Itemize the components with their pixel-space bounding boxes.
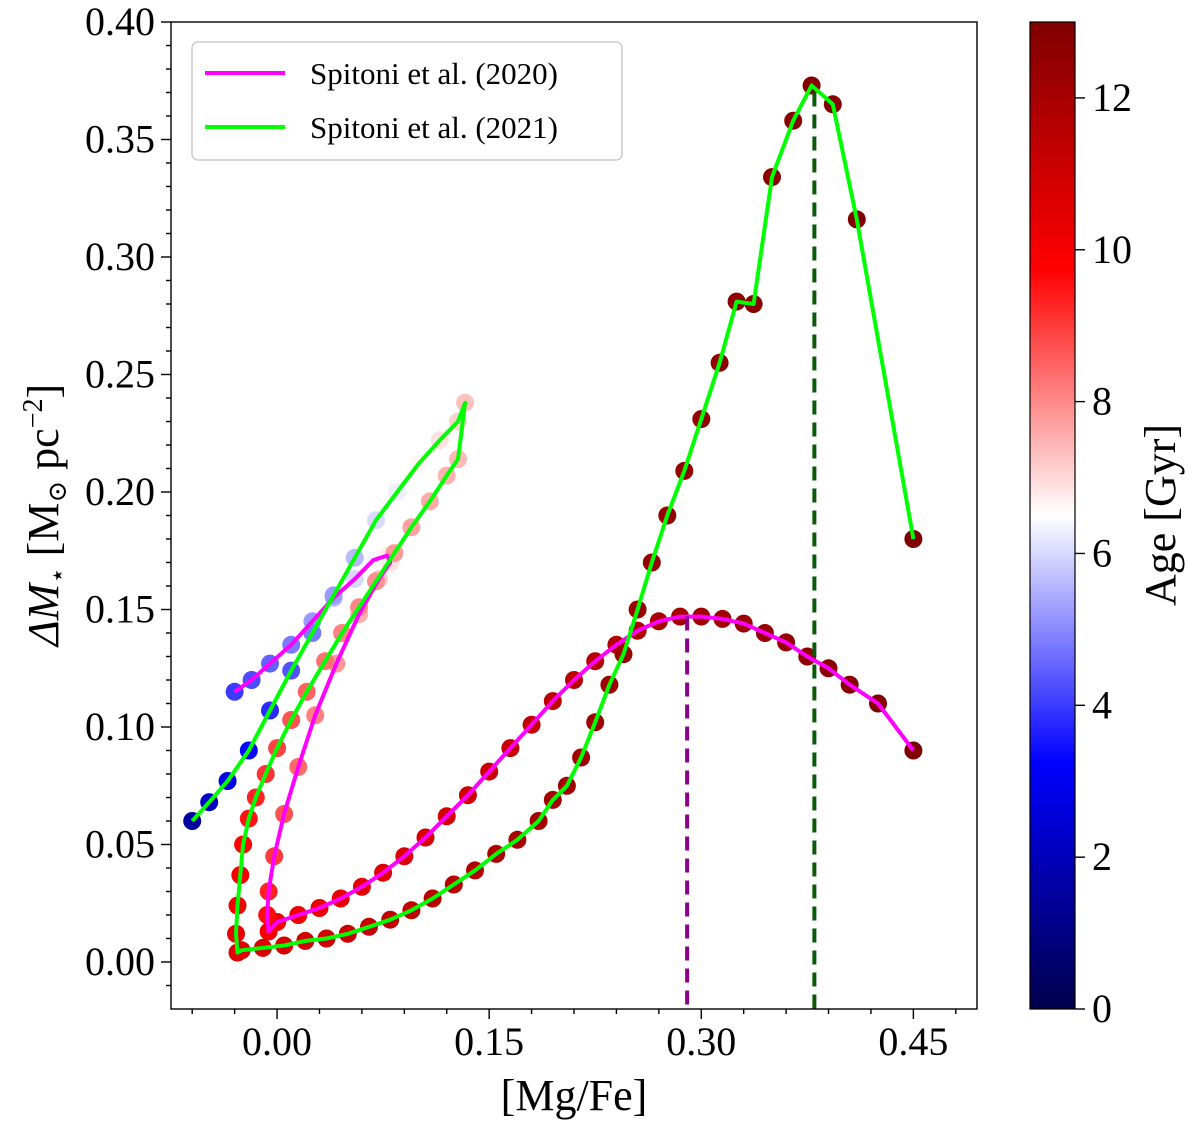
x-tick-label: 0.45 [878,1019,948,1064]
legend: Spitoni et al. (2020) Spitoni et al. (20… [191,41,623,161]
series-1-line [190,83,916,955]
legend-box [191,41,623,161]
x-axis-title: [Mg/Fe] [501,1071,648,1120]
y-tick-label: 0.10 [85,704,155,749]
y-tick-label: 0.35 [85,117,155,162]
colorbar-tick-label: 6 [1092,530,1112,575]
colorbar-tick-label: 2 [1092,834,1112,879]
colorbar-tick-label: 8 [1092,379,1112,424]
y-axis-title-unit-sub: ⊙ [43,481,72,503]
x-tick-label: 0.00 [242,1019,312,1064]
colorbar-label: Age [Gyr] [1136,424,1185,606]
colorbar-ticks: 0 2 4 6 8 10 12 [1075,75,1132,1031]
y-tick-label: 0.15 [85,587,155,632]
colorbar-tick-label: 12 [1092,75,1132,120]
y-tick-label: 0.40 [85,0,155,44]
colorbar-gradient [1029,21,1076,1010]
legend-label-spitoni-2021: Spitoni et al. (2021) [310,110,558,145]
legend-label-spitoni-2020: Spitoni et al. (2020) [310,56,558,91]
series-0-line [233,553,915,934]
y-axis-title-symbol: ΔM [19,581,68,648]
colorbar-tick-label: 10 [1092,227,1132,272]
colorbar-tick-label: 4 [1092,682,1112,727]
y-tick-label: 0.30 [85,234,155,279]
colorbar: 0 2 4 6 8 10 12 Age [Gyr] [1029,21,1185,1031]
data-layer [183,76,923,962]
y-axis-title-unit-mid: pc [19,428,68,481]
y-axis-title-unit-open: [M [19,503,68,568]
x-tick-label: 0.30 [666,1019,736,1064]
y-axis-ticks: 0.00 0.05 0.10 0.15 0.20 0.25 0.30 0.35 0.40 [85,0,171,987]
y-tick-label: 0.00 [85,939,155,984]
y-axis-title-unit-sup: −2 [18,398,49,428]
plot-area [171,22,977,1009]
y-tick-label: 0.25 [85,352,155,397]
x-axis-ticks: 0.00 0.15 0.30 0.45 [191,1009,957,1064]
y-axis-title-unit-close: ] [19,384,68,399]
y-axis-title-subscript: ⋆ [43,567,72,583]
colorbar-tick-label: 0 [1092,986,1112,1031]
x-tick-label: 0.15 [454,1019,524,1064]
y-tick-label: 0.20 [85,469,155,514]
y-axis-title: ΔM⋆ [M⊙ pc−2] [18,384,72,648]
y-tick-label: 0.05 [85,822,155,867]
